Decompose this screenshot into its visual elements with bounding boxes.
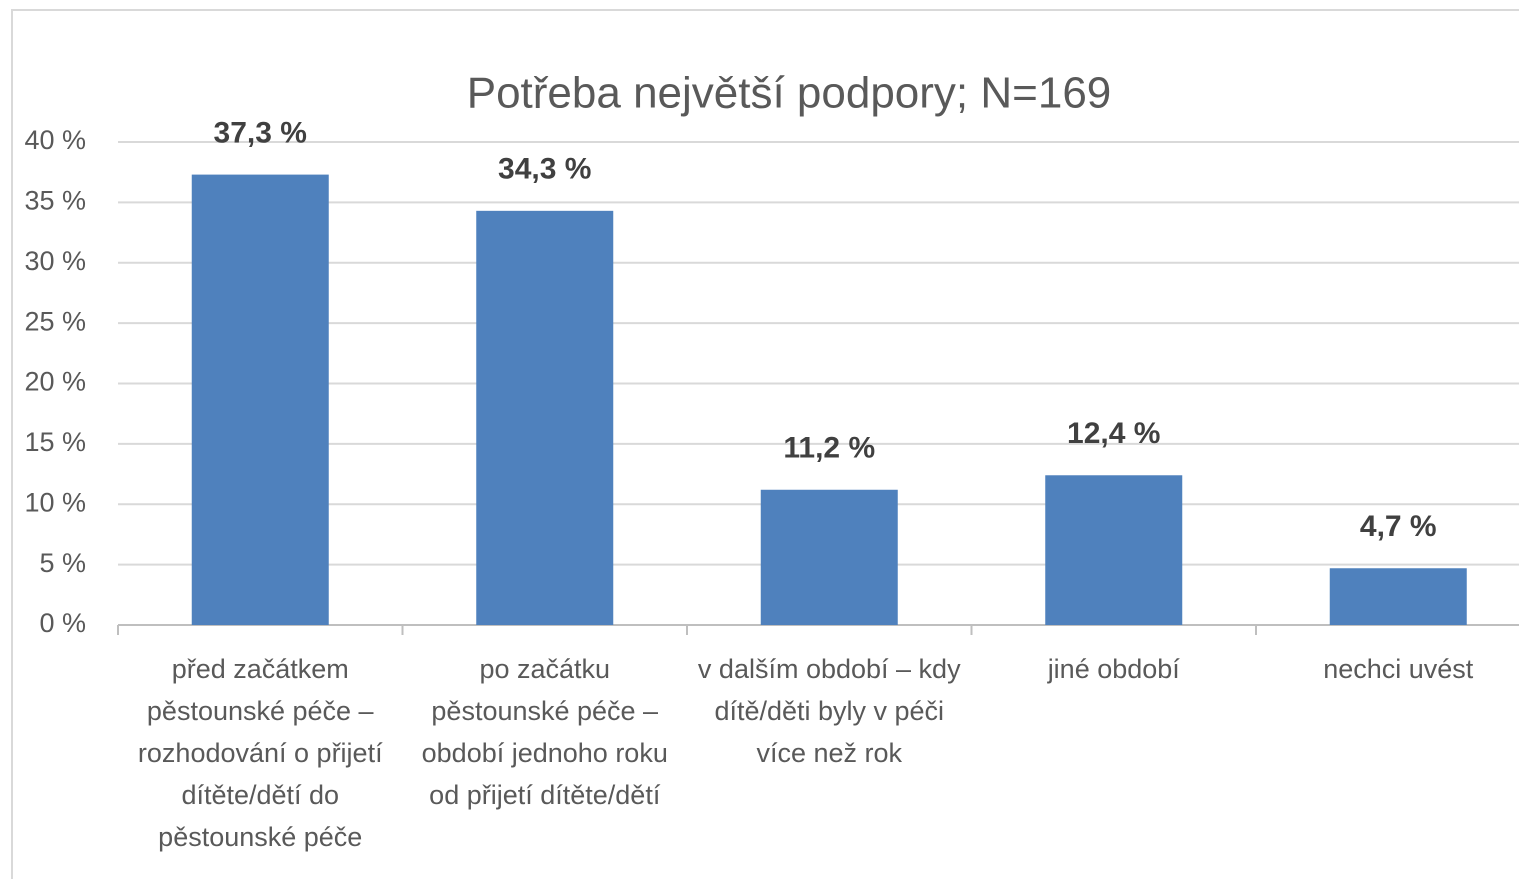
x-tick-label: po začátku pěstounské péče – období jedn… <box>421 654 668 810</box>
bar <box>191 174 329 626</box>
y-tick-label: 5 % <box>39 548 86 578</box>
value-label: 11,2 % <box>783 432 875 465</box>
bar <box>1045 475 1183 625</box>
y-tick-label: 30 % <box>24 246 86 276</box>
x-tick-label: před začátkem pěstounské péče – rozhodov… <box>137 654 383 852</box>
bar <box>1329 568 1467 625</box>
chart-title: Potřeba největší podpory; N=169 <box>467 69 1112 118</box>
value-label: 34,3 % <box>498 153 591 186</box>
value-label: 4,7 % <box>1360 510 1437 543</box>
y-tick-label: 25 % <box>24 306 86 336</box>
y-tick-label: 0 % <box>39 608 86 638</box>
y-tick-label: 10 % <box>24 487 86 517</box>
y-tick-label: 20 % <box>24 367 86 397</box>
bar <box>760 489 898 625</box>
y-tick-label: 35 % <box>24 186 86 216</box>
x-tick-label: nechci uvést <box>1323 654 1474 684</box>
y-tick-label: 40 % <box>24 125 86 155</box>
x-tick-label: jiné období <box>1047 654 1180 684</box>
x-tick-label: v dalším období – kdy dítě/děti byly v p… <box>697 654 961 768</box>
bar <box>476 210 614 625</box>
value-label: 37,3 % <box>214 117 307 150</box>
y-tick-label: 15 % <box>24 427 86 457</box>
value-label: 12,4 % <box>1067 417 1160 450</box>
